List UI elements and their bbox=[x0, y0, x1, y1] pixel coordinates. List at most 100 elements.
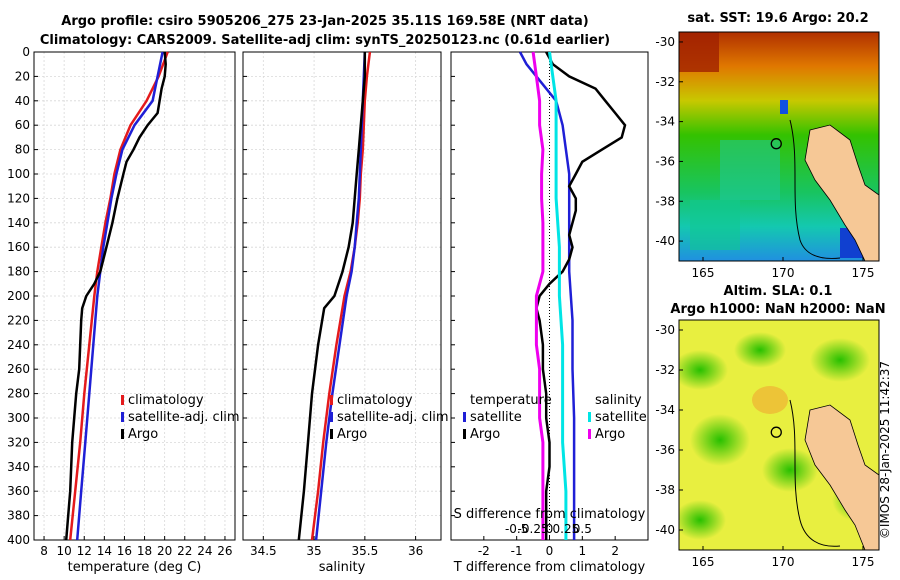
sla-map-ytick-label-4: -38 bbox=[655, 483, 675, 497]
sst-map-argo-marker bbox=[770, 138, 782, 150]
temperature-panel-xtick-label-0: 8 bbox=[40, 544, 48, 558]
depth-tick-label-2: 40 bbox=[15, 94, 30, 108]
depth-contour-sst bbox=[789, 119, 841, 259]
sla-map-ytick-label-5: -40 bbox=[655, 523, 675, 537]
sla-map-ytick-label-0: -30 bbox=[655, 323, 675, 337]
land-mass-sst bbox=[804, 124, 879, 261]
diff-legend-temp-satellite-label: satellite bbox=[470, 410, 522, 425]
chart-subtitle: Climatology: CARS2009. Satellite-adj cli… bbox=[39, 33, 611, 48]
temp-legend-argo-label: Argo bbox=[128, 427, 158, 442]
chart-title: Argo profile: csiro 5905206_275 23-Jan-2… bbox=[61, 14, 589, 29]
depth-tick-label-20: 400 bbox=[7, 533, 30, 547]
temperature-panel-xtick-label-1: 10 bbox=[57, 544, 72, 558]
depth-tick-label-13: 260 bbox=[7, 362, 30, 376]
temperature-panel-xtick-label-9: 26 bbox=[217, 544, 232, 558]
sal-legend-climatology-label: climatology bbox=[337, 393, 413, 408]
depth-tick-label-17: 340 bbox=[7, 460, 30, 474]
sla-map-xtick-label-2: 175 bbox=[852, 555, 875, 569]
depth-tick-label-9: 180 bbox=[7, 265, 30, 279]
sst-map-ytick-label-1: -32 bbox=[655, 75, 675, 89]
temp-satellite-line bbox=[75, 51, 164, 541]
sst-map-ytick-label-5: -40 bbox=[655, 234, 675, 248]
diff-legend-sal-satellite-label: satellite bbox=[595, 410, 647, 425]
diff-legend-temp-satellite-swatch bbox=[463, 412, 466, 422]
diff-sal-satellite-line bbox=[548, 51, 568, 540]
sst-map-title: sat. SST: 19.6 Argo: 20.2 bbox=[687, 11, 868, 26]
sst-map-ytick-label-4: -38 bbox=[655, 194, 675, 208]
sla-map-title2: Argo h1000: NaN h2000: NaN bbox=[670, 302, 885, 317]
depth-tick-label-1: 20 bbox=[15, 69, 30, 83]
sst-map-frame bbox=[678, 31, 880, 262]
diff-legend-sal-argo-swatch bbox=[588, 429, 591, 439]
salinity-panel-xtick-label-1: 35 bbox=[306, 544, 321, 558]
difference-panel-xtick-label-1: -1 bbox=[511, 544, 523, 558]
depth-tick-label-15: 300 bbox=[7, 411, 30, 425]
temp-legend-satellite-swatch bbox=[121, 412, 124, 422]
temperature-panel-xtick-label-8: 24 bbox=[197, 544, 212, 558]
depth-contour-sla bbox=[789, 399, 841, 547]
sla-map-xtick-label-1: 170 bbox=[772, 555, 795, 569]
sal-legend-satellite-swatch bbox=[330, 412, 333, 422]
depth-tick-label-5: 100 bbox=[7, 167, 30, 181]
sla-map-title: Altim. SLA: 0.1 bbox=[724, 284, 833, 299]
imos-credit: ©IMOS 28-Jan-2025 11:42:37 bbox=[878, 360, 892, 540]
difference-panel-xtick-label-3: 1 bbox=[579, 544, 587, 558]
depth-tick-label-14: 280 bbox=[7, 387, 30, 401]
sla-map-ytick-label-2: -34 bbox=[655, 403, 675, 417]
salinity-panel-xtick-label-3: 36 bbox=[408, 544, 423, 558]
depth-tick-label-12: 240 bbox=[7, 338, 30, 352]
depth-tick-label-3: 60 bbox=[15, 118, 30, 132]
temperature-panel-xtick-label-7: 22 bbox=[177, 544, 192, 558]
diff-sal-tick-label-0: -0.5 bbox=[505, 522, 528, 536]
depth-tick-label-16: 320 bbox=[7, 435, 30, 449]
temp-climatology-line bbox=[68, 51, 169, 541]
depth-tick-label-19: 380 bbox=[7, 509, 30, 523]
depth-tick-label-4: 80 bbox=[15, 143, 30, 157]
diff-temp-argo-line bbox=[535, 51, 627, 540]
depth-tick-label-0: 0 bbox=[22, 45, 30, 59]
sla-map-frame bbox=[678, 319, 880, 551]
salinity-panel-xtick-label-0: 34.5 bbox=[250, 544, 277, 558]
diff-sal-tick-label-4: 0.5 bbox=[573, 522, 592, 536]
depth-tick-label-11: 220 bbox=[7, 313, 30, 327]
depth-tick-label-7: 140 bbox=[7, 216, 30, 230]
sla-map-ytick-label-1: -32 bbox=[655, 363, 675, 377]
temperature-panel-xtick-label-5: 18 bbox=[137, 544, 152, 558]
sst-map-ytick-label-2: -34 bbox=[655, 115, 675, 129]
diff-sal-tick-label-2: 0 bbox=[546, 522, 554, 536]
diff-legend-temp-argo-label: Argo bbox=[470, 427, 500, 442]
temp-legend-climatology-swatch bbox=[121, 395, 124, 405]
sst-map-xtick-label-2: 175 bbox=[852, 266, 875, 280]
diff-legend-salinity-title: salinity bbox=[595, 393, 642, 408]
diff-legend-sal-argo-label: Argo bbox=[595, 427, 625, 442]
difference-panel-xtick-label-2: 0 bbox=[546, 544, 554, 558]
temperature-panel-xtick-label-4: 16 bbox=[117, 544, 132, 558]
diff-sal-tick-label-3: 0.25 bbox=[553, 522, 580, 536]
depth-tick-label-18: 360 bbox=[7, 484, 30, 498]
temperature-panel-xtick-label-2: 12 bbox=[77, 544, 92, 558]
salinity-panel-xtick-label-2: 35.5 bbox=[351, 544, 378, 558]
sla-map-ytick-label-3: -36 bbox=[655, 443, 675, 457]
depth-tick-label-8: 160 bbox=[7, 240, 30, 254]
land-mass-sla bbox=[804, 404, 879, 550]
diff-legend-temp-argo-swatch bbox=[463, 429, 466, 439]
sst-map-xtick-label-1: 170 bbox=[772, 266, 795, 280]
sal-legend-argo-swatch bbox=[330, 429, 333, 439]
temperature-panel-xlabel: temperature (deg C) bbox=[68, 560, 202, 575]
diff-sal-argo-line bbox=[531, 51, 545, 540]
sla-map-xtick-label-0: 165 bbox=[692, 555, 715, 569]
temp-legend-argo-swatch bbox=[121, 429, 124, 439]
diff-legend-sal-satellite-swatch bbox=[588, 412, 591, 422]
difference-panel-xtick-label-4: 2 bbox=[611, 544, 619, 558]
sst-map-ytick-label-0: -30 bbox=[655, 35, 675, 49]
temperature-panel-xtick-label-6: 20 bbox=[157, 544, 172, 558]
sal-legend-satellite-label: satellite-adj. clim bbox=[337, 410, 449, 425]
depth-tick-label-6: 120 bbox=[7, 191, 30, 205]
depth-tick-label-10: 200 bbox=[7, 289, 30, 303]
temp-argo-line bbox=[64, 51, 167, 541]
sst-map-ytick-label-3: -36 bbox=[655, 154, 675, 168]
temperature-panel-xtick-label-3: 14 bbox=[97, 544, 112, 558]
salinity-panel-xlabel: salinity bbox=[319, 560, 366, 575]
sla-map-argo-marker bbox=[770, 426, 782, 438]
sst-map-xtick-label-0: 165 bbox=[692, 266, 715, 280]
